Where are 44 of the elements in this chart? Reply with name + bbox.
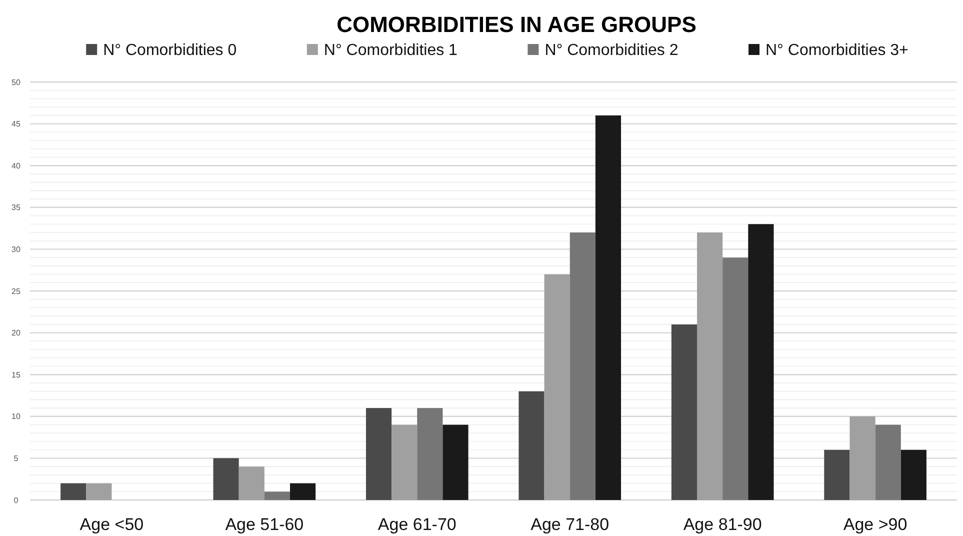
bar	[366, 408, 392, 500]
x-tick-label: Age <50	[80, 515, 144, 534]
y-tick-label: 45	[12, 120, 21, 129]
x-tick-label: Age 51-60	[225, 515, 304, 534]
bar	[544, 274, 570, 500]
y-tick-label: 10	[12, 412, 21, 422]
x-tick-label: Age 71-80	[530, 515, 610, 534]
x-tick-label: Age 81-90	[683, 515, 762, 534]
y-tick-label: 35	[12, 203, 21, 212]
bar	[824, 450, 850, 500]
bar	[671, 324, 697, 500]
legend-label: N° Comorbidities 0	[103, 42, 237, 59]
y-tick-label: 50	[12, 78, 21, 87]
y-tick-label: 25	[12, 286, 21, 296]
bar	[570, 232, 596, 500]
bar	[900, 450, 926, 500]
bar	[290, 483, 316, 500]
bar	[60, 483, 86, 500]
bar	[875, 424, 901, 500]
x-tick-label: Age >90	[843, 515, 908, 534]
y-tick-label: 30	[12, 245, 21, 254]
y-tick-label: 20	[12, 328, 21, 338]
bar	[417, 408, 443, 500]
bar	[518, 391, 544, 500]
y-tick-label: 40	[12, 161, 21, 170]
bar	[442, 424, 468, 500]
bar	[595, 115, 622, 500]
bar	[86, 483, 112, 500]
legend-label: N° Comorbidities 1	[324, 42, 458, 59]
legend-label: N° Comorbidities 3+	[766, 42, 908, 59]
y-tick-label: 5	[14, 454, 19, 463]
bar	[238, 466, 264, 500]
chart-title: COMORBIDITIES IN AGE GROUPS	[336, 12, 696, 37]
bar	[850, 416, 876, 500]
legend-label: N° Comorbidities 2	[544, 42, 678, 59]
bar	[722, 258, 748, 500]
bar	[696, 232, 723, 500]
bar	[264, 492, 290, 500]
bar	[392, 424, 418, 500]
y-tick-label: 15	[12, 370, 21, 380]
bar	[748, 224, 774, 500]
bar	[213, 458, 239, 500]
y-tick-label: 0	[14, 496, 19, 505]
x-tick-label: Age 61-70	[378, 515, 456, 534]
